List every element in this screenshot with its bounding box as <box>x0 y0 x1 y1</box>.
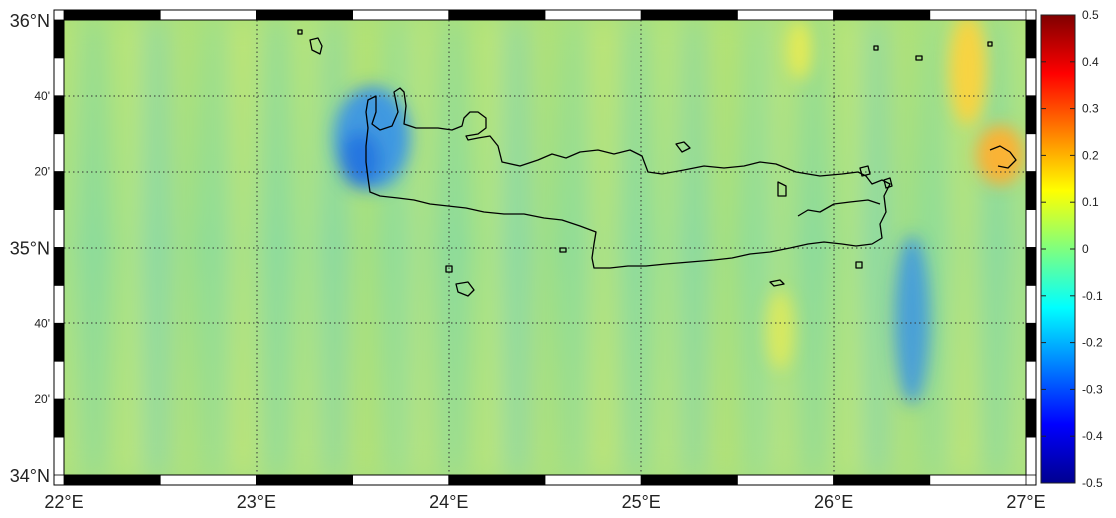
lat-tick-label: 20' <box>34 392 50 406</box>
longitude-labels: 22°E 23°E 24°E 25°E 26°E 27°E <box>44 492 1045 512</box>
lon-tick-label: 26°E <box>814 492 853 512</box>
anomaly-east-crete <box>894 235 930 405</box>
colorbar-ticks: 0.5 0.4 0.3 0.2 0.1 0 -0.1 -0.2 -0.3 -0.4 -0.5 <box>1041 8 1103 490</box>
coastline <box>297 29 1017 297</box>
colorbar-tick-label: -0.2 <box>1082 336 1103 350</box>
lon-tick-label: 25°E <box>622 492 661 512</box>
colorbar: 0.5 0.4 0.3 0.2 0.1 0 -0.1 -0.2 -0.3 -0.4 -0.5 <box>1040 8 1103 490</box>
colorbar-tick-label: 0.4 <box>1082 55 1099 69</box>
colorbar-tick-label: 0.2 <box>1082 148 1099 162</box>
lat-tick-label: 40' <box>34 316 50 330</box>
colorbar-tick-label: -0.5 <box>1082 476 1103 490</box>
scalar-field <box>64 20 1026 475</box>
field-anomalies <box>334 20 1024 405</box>
lat-tick-label: 20' <box>34 165 50 179</box>
checkered-frame <box>53 9 1037 486</box>
colorbar-tick-label: 0.5 <box>1082 8 1099 22</box>
lat-tick-label: 35°N <box>10 239 50 259</box>
colorbar-ramp <box>1040 14 1076 484</box>
lon-tick-label: 22°E <box>44 492 83 512</box>
lat-tick-label: 36°N <box>10 11 50 31</box>
lon-tick-label: 27°E <box>1006 492 1045 512</box>
colorbar-tick-label: -0.1 <box>1082 289 1103 303</box>
colorbar-tick-label: 0.3 <box>1082 102 1099 116</box>
lon-tick-label: 23°E <box>237 492 276 512</box>
anomaly-east-edge <box>976 125 1024 185</box>
crete-outline <box>365 87 891 269</box>
lat-tick-label: 40' <box>34 89 50 103</box>
colorbar-tick-label: -0.3 <box>1082 382 1103 396</box>
latitude-labels: 36°N 40' 20' 35°N 40' 20' 34°N <box>10 11 50 486</box>
gridlines <box>64 20 1026 475</box>
colorbar-tick-label: -0.4 <box>1082 429 1103 443</box>
lat-tick-label: 34°N <box>10 466 50 486</box>
anomaly-ne-corner <box>950 20 986 125</box>
colorbar-tick-label: 0 <box>1082 242 1089 256</box>
colorbar-tick-label: 0.1 <box>1082 195 1099 209</box>
lon-tick-label: 24°E <box>429 492 468 512</box>
